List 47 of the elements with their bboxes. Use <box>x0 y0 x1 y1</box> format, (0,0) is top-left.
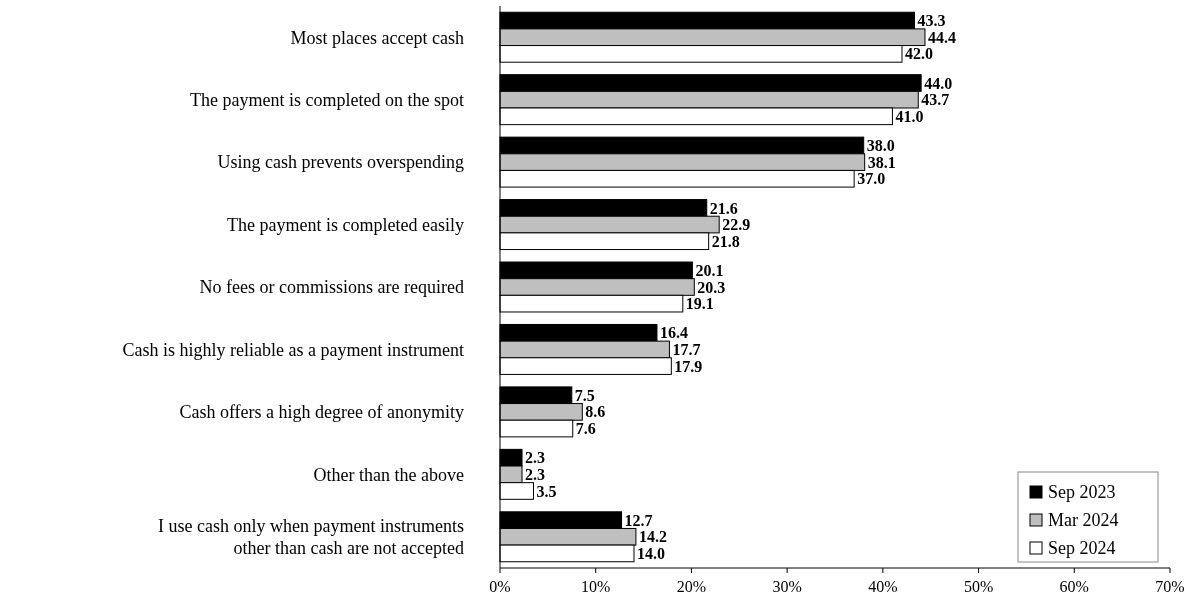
legend-label: Mar 2024 <box>1048 510 1119 531</box>
data-label: 7.5 <box>574 386 595 404</box>
data-label: 7.6 <box>575 420 596 438</box>
x-tick-label: 20% <box>676 578 707 595</box>
data-label: 38.1 <box>867 153 896 171</box>
x-tick-label: 70% <box>1155 578 1185 595</box>
y-tick-label: I use cash only when payment instruments other than cash are not accepted <box>158 516 464 559</box>
x-tick-label: 10% <box>581 578 611 595</box>
data-label: 21.6 <box>709 199 738 217</box>
y-tick-label: No fees or commissions are required <box>199 277 464 298</box>
data-label: 17.7 <box>672 341 701 359</box>
legend-label: Sep 2023 <box>1048 482 1116 503</box>
data-label: 19.1 <box>685 295 714 313</box>
y-tick-label: Using cash prevents overspending <box>217 152 464 173</box>
data-label: 43.3 <box>917 12 946 30</box>
data-label: 22.9 <box>722 216 751 234</box>
data-label: 21.8 <box>711 232 740 250</box>
x-tick-label: 0% <box>489 578 511 595</box>
y-tick-label: Cash is highly reliable as a payment instrument <box>122 339 464 360</box>
data-label: 20.3 <box>697 278 726 296</box>
data-label: 44.0 <box>924 74 953 92</box>
data-label: 37.0 <box>857 170 886 188</box>
data-label: 16.4 <box>659 324 688 342</box>
data-label: 12.7 <box>624 511 653 529</box>
data-label: 20.1 <box>695 261 724 279</box>
y-tick-label: Other than the above <box>313 464 464 485</box>
x-tick-label: 60% <box>1059 578 1089 595</box>
y-tick-label: The payment is completed easily <box>227 214 464 235</box>
data-label: 17.9 <box>674 357 703 375</box>
data-label: 43.7 <box>921 91 950 109</box>
data-label: 14.0 <box>637 545 665 563</box>
data-label: 44.4 <box>927 28 956 46</box>
data-label: 8.6 <box>585 403 606 421</box>
data-label: 41.0 <box>895 107 924 125</box>
x-tick-label: 30% <box>772 578 802 595</box>
data-label: 2.3 <box>525 449 546 467</box>
data-label: 38.0 <box>866 137 895 155</box>
data-label: 2.3 <box>525 465 546 483</box>
y-tick-label: Most places accept cash <box>290 27 464 48</box>
x-tick-label: 40% <box>868 578 898 595</box>
legend-label: Sep 2024 <box>1048 538 1116 559</box>
x-tick-label: 50% <box>963 578 994 595</box>
y-tick-label: The payment is completed on the spot <box>190 89 464 110</box>
data-label: 14.2 <box>638 528 667 546</box>
data-label: 3.5 <box>536 482 557 500</box>
data-label: 42.0 <box>905 45 933 63</box>
y-tick-label: Cash offers a high degree of anonymity <box>179 402 464 423</box>
